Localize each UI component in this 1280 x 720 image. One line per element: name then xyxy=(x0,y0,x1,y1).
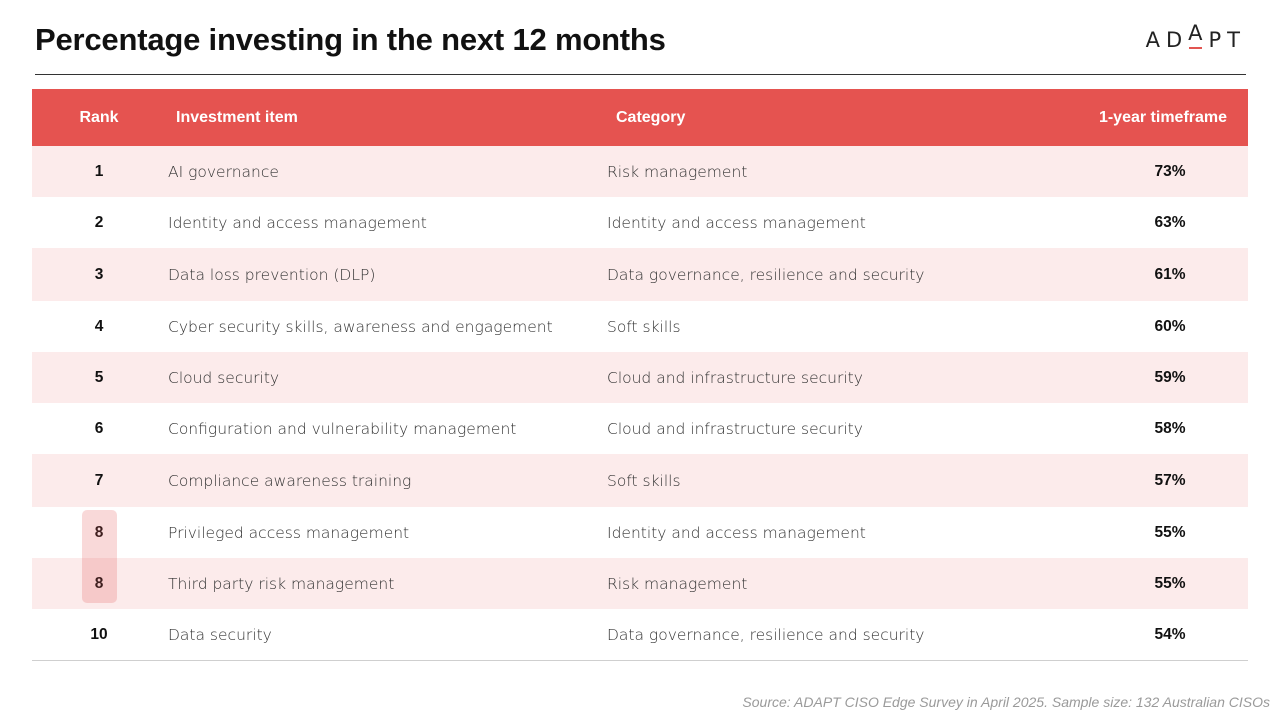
rank-cell: 6 xyxy=(94,419,104,437)
item-cell: Privileged access management xyxy=(168,523,410,542)
rank-cell: 10 xyxy=(90,625,108,643)
table-row: 8 Third party risk management Risk manag… xyxy=(32,558,1248,609)
rank-cell: 7 xyxy=(94,471,104,489)
item-cell: Third party risk management xyxy=(168,574,395,593)
category-cell: Data governance, resilience and security xyxy=(607,265,925,284)
tied-rank-highlight xyxy=(82,510,117,603)
table-row: 2 Identity and access management Identit… xyxy=(32,197,1248,248)
rank-cell: 1 xyxy=(94,162,104,180)
category-cell: Risk management xyxy=(607,162,748,181)
percent-cell: 59% xyxy=(1154,368,1186,386)
table-row: 4 Cyber security skills, awareness and e… xyxy=(32,301,1248,352)
category-cell: Cloud and infrastructure security xyxy=(607,368,863,387)
percent-cell: 58% xyxy=(1154,419,1186,437)
rank-cell: 5 xyxy=(94,368,104,386)
table-row: 10 Data security Data governance, resili… xyxy=(32,609,1248,660)
category-cell: Data governance, resilience and security xyxy=(607,625,925,644)
percent-cell: 57% xyxy=(1154,471,1186,489)
table-row: 3 Data loss prevention (DLP) Data govern… xyxy=(32,248,1248,301)
investment-table: Rank Investment item Category 1-year tim… xyxy=(32,89,1248,661)
table-row: 7 Compliance awareness training Soft ski… xyxy=(32,454,1248,507)
rank-cell: 2 xyxy=(94,213,104,231)
table-row: 5 Cloud security Cloud and infrastructur… xyxy=(32,352,1248,403)
source-note: Source: ADAPT CISO Edge Survey in April … xyxy=(742,694,1270,710)
item-cell: Data loss prevention (DLP) xyxy=(168,265,376,284)
rank-cell: 8 xyxy=(94,523,104,541)
percent-cell: 54% xyxy=(1154,625,1186,643)
category-cell: Risk management xyxy=(607,574,748,593)
rank-cell: 3 xyxy=(94,265,104,283)
header-investment-item: Investment item xyxy=(176,108,298,126)
item-cell: Compliance awareness training xyxy=(168,471,412,490)
item-cell: Cloud security xyxy=(168,368,280,387)
item-cell: Cyber security skills, awareness and eng… xyxy=(168,317,553,336)
title-divider xyxy=(35,74,1246,75)
adapt-logo: AD A PT xyxy=(1145,21,1246,52)
rank-cell: 4 xyxy=(94,317,104,335)
category-cell: Identity and access management xyxy=(607,213,866,232)
item-cell: Identity and access management xyxy=(168,213,427,232)
item-cell: Configuration and vulnerability manageme… xyxy=(168,419,517,438)
header-timeframe: 1-year timeframe xyxy=(1098,108,1228,126)
page-title: Percentage investing in the next 12 mont… xyxy=(35,22,666,57)
percent-cell: 55% xyxy=(1154,574,1186,592)
category-cell: Soft skills xyxy=(607,471,681,490)
table-row: 8 Privileged access management Identity … xyxy=(32,507,1248,558)
item-cell: AI governance xyxy=(168,162,279,181)
table-row: 6 Configuration and vulnerability manage… xyxy=(32,403,1248,454)
header-category: Category xyxy=(616,108,686,126)
table-header: Rank Investment item Category 1-year tim… xyxy=(32,89,1248,146)
logo-text-end: PT xyxy=(1208,28,1246,52)
item-cell: Data security xyxy=(168,625,272,644)
percent-cell: 63% xyxy=(1154,213,1186,231)
category-cell: Identity and access management xyxy=(607,523,866,542)
percent-cell: 60% xyxy=(1154,317,1186,335)
percent-cell: 73% xyxy=(1154,162,1186,180)
rank-cell: 8 xyxy=(94,574,104,592)
header-rank: Rank xyxy=(79,108,119,126)
category-cell: Cloud and infrastructure security xyxy=(607,419,863,438)
table-row: 1 AI governance Risk management 73% xyxy=(32,146,1248,197)
percent-cell: 55% xyxy=(1154,523,1186,541)
logo-text-start: AD xyxy=(1145,28,1189,52)
logo-raised-letter: A xyxy=(1188,21,1209,49)
percent-cell: 61% xyxy=(1154,265,1186,283)
category-cell: Soft skills xyxy=(607,317,681,336)
